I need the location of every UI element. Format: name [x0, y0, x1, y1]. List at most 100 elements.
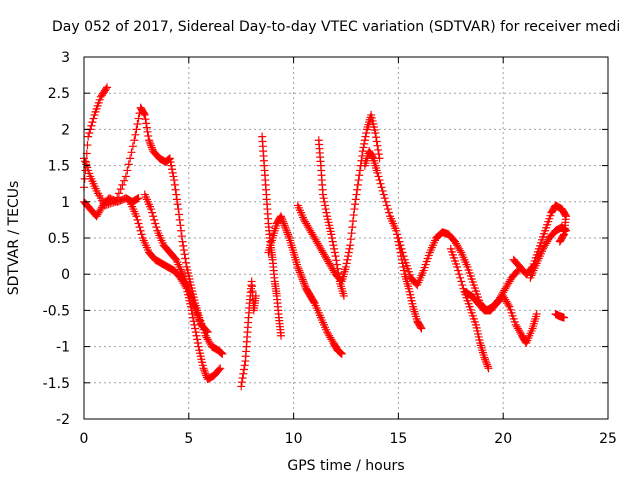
- data-point-marker: [193, 335, 202, 344]
- data-point-marker: [351, 200, 360, 209]
- data-point-marker: [193, 338, 202, 347]
- data-point-marker: [376, 179, 385, 188]
- data-point-marker: [133, 119, 142, 128]
- data-point-marker: [368, 153, 377, 162]
- data-point-marker: [193, 311, 202, 320]
- data-point-marker: [111, 197, 120, 206]
- data-point-marker: [100, 201, 109, 210]
- data-point-marker: [200, 366, 209, 375]
- data-point-marker: [216, 364, 225, 373]
- data-point-marker: [454, 266, 463, 275]
- data-point-marker: [318, 190, 327, 199]
- y-tick-label: -1: [56, 340, 70, 356]
- data-point-marker: [168, 165, 177, 174]
- data-point-marker: [215, 365, 224, 374]
- data-point-marker: [295, 266, 304, 275]
- data-point-marker: [190, 302, 199, 311]
- data-point-marker: [321, 205, 330, 214]
- data-point-marker: [144, 132, 153, 141]
- data-point-marker: [300, 279, 309, 288]
- data-point-marker: [393, 230, 402, 239]
- data-point-marker: [299, 277, 308, 286]
- data-marks: [80, 83, 571, 391]
- data-point-marker: [172, 190, 181, 199]
- data-point-marker: [181, 254, 190, 263]
- data-point-marker: [343, 255, 352, 264]
- data-point-marker: [353, 180, 362, 189]
- data-point-marker: [300, 281, 309, 290]
- data-point-marker: [281, 223, 290, 232]
- x-tick-label: 5: [184, 431, 193, 447]
- data-point-marker: [146, 139, 155, 148]
- data-point-marker: [283, 228, 292, 237]
- data-point-marker: [282, 226, 291, 235]
- data-point-marker: [277, 212, 286, 221]
- data-point-marker: [175, 215, 184, 224]
- data-point-marker: [349, 211, 358, 220]
- data-point-marker: [199, 364, 208, 373]
- data-point-marker: [279, 217, 288, 226]
- data-point-marker: [277, 214, 286, 223]
- data-point-marker: [284, 230, 293, 239]
- data-point-marker: [355, 166, 364, 175]
- data-point-marker: [102, 200, 111, 209]
- data-point-marker: [106, 199, 115, 208]
- data-point-marker: [133, 194, 142, 203]
- data-point-marker: [383, 205, 392, 214]
- y-tick-label: 0.5: [48, 231, 70, 247]
- data-point-marker: [200, 367, 209, 376]
- data-point-marker: [188, 299, 197, 308]
- data-point-marker: [109, 198, 118, 207]
- data-point-marker: [195, 317, 204, 326]
- data-point-marker: [191, 304, 200, 313]
- data-point-marker: [85, 129, 94, 138]
- data-point-marker: [339, 291, 348, 300]
- data-point-marker: [167, 161, 176, 170]
- data-point-marker: [121, 172, 130, 181]
- y-tick-label: -0.5: [43, 303, 70, 319]
- data-point-marker: [351, 195, 360, 204]
- data-point-marker: [395, 237, 404, 246]
- x-tick-label: 25: [599, 431, 617, 447]
- chart-title: Day 052 of 2017, Sidereal Day-to-day VTE…: [52, 19, 620, 35]
- data-point-marker: [179, 241, 188, 250]
- x-tick-label: 20: [494, 431, 512, 447]
- data-point-marker: [394, 234, 403, 242]
- y-tick-label: 0: [61, 267, 70, 283]
- data-point-marker: [360, 139, 369, 148]
- data-point-marker: [378, 186, 387, 195]
- data-point-marker: [165, 154, 174, 163]
- data-point-marker: [336, 348, 345, 357]
- y-axis-label: SDTVAR / TECUs: [6, 181, 22, 296]
- data-point-marker: [396, 241, 405, 250]
- data-point-marker: [456, 273, 465, 282]
- data-point-marker: [297, 273, 306, 282]
- data-point-marker: [417, 324, 426, 333]
- data-point-marker: [455, 270, 464, 279]
- data-point-marker: [239, 369, 248, 378]
- data-point-marker: [346, 235, 355, 244]
- data-point-marker: [482, 358, 491, 367]
- data-point-marker: [179, 246, 188, 255]
- data-point-marker: [374, 172, 383, 181]
- data-point-marker: [203, 328, 212, 337]
- data-point-marker: [151, 219, 160, 228]
- data-point-marker: [362, 129, 371, 138]
- data-point-marker: [177, 226, 186, 235]
- data-point-marker: [180, 250, 189, 259]
- data-point-marker: [398, 248, 407, 257]
- data-point-marker: [135, 223, 144, 232]
- data-point-marker: [128, 142, 137, 151]
- data-point-marker: [337, 349, 346, 358]
- data-point-marker: [345, 244, 354, 253]
- data-point-marker: [399, 252, 408, 261]
- data-point-marker: [560, 225, 569, 234]
- y-tick-label: -2: [56, 412, 70, 428]
- data-point-marker: [216, 348, 225, 357]
- data-point-marker: [399, 266, 408, 275]
- data-point-marker: [191, 306, 200, 315]
- data-point-marker: [373, 141, 382, 150]
- data-point-marker: [382, 201, 391, 210]
- data-point-marker: [134, 219, 143, 228]
